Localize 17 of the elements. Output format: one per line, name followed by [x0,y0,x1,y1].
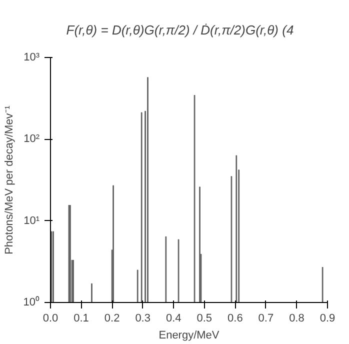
x-tick-label: 0.7 [258,312,274,324]
y-axis-title: Photons/MeV per decay/Mev⁻¹ [3,105,16,254]
y-tick-label: 10¹ [24,214,40,227]
x-tick-label: 0.3 [135,312,150,324]
x-tick-label: 0.9 [320,312,336,324]
text: F(r,θ) = D(r,θ)G(r,π/2) / Ḋ(r,π/2)G(r,θ) (4 [66,22,294,38]
x-tick-label: 0.6 [228,312,243,324]
y-tick-label: 10² [24,133,40,146]
x-tick-label: 0.5 [196,312,212,324]
y-tick-label: 10⁰ [23,296,40,308]
y-tick-label: 10³ [24,52,40,64]
x-tick-label: 0.0 [42,312,58,324]
x-tick-label: 0.2 [104,312,120,324]
x-tick-label: 0.8 [289,312,304,324]
x-tick-label: 0.4 [166,312,182,324]
x-axis-title: Energy/MeV [158,330,220,342]
x-tick-label: 0.1 [74,312,89,324]
